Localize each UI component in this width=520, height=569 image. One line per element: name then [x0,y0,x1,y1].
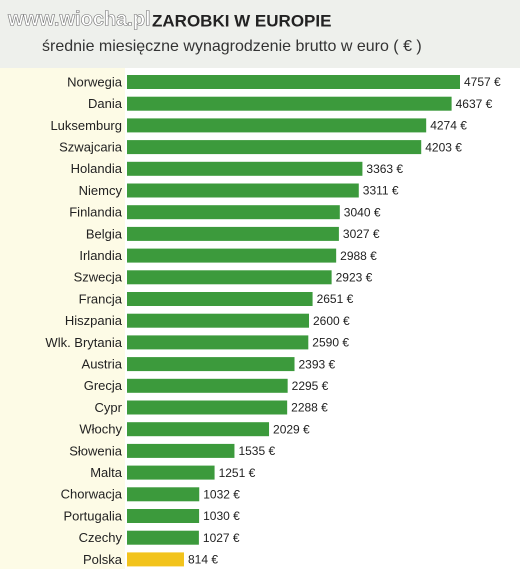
category-label: Słowenia [69,443,123,458]
value-label: 3027 € [343,227,380,241]
category-label: Belgia [86,226,123,241]
category-label: Niemcy [79,183,123,198]
category-label: Szwecja [74,270,123,285]
value-label: 1027 € [203,531,240,545]
bar [127,509,200,523]
value-label: 3311 € [363,184,399,198]
bar [127,96,452,111]
category-label: Cypr [95,400,123,415]
category-label: Polska [83,552,123,567]
category-label: Francja [79,291,123,306]
bar [127,400,288,415]
value-label: 4274 € [430,119,467,133]
watermark: www.wiocha.pl [7,8,151,30]
value-label: 2029 € [273,422,310,436]
category-label: Finlandia [69,205,123,220]
category-label: Dania [88,96,123,111]
category-label: Włochy [79,422,122,437]
bar [127,530,199,545]
bar [127,140,422,155]
header-background [0,0,520,68]
bar [127,378,288,393]
value-label: 1251 € [219,466,256,480]
value-label: 2295 € [292,379,329,393]
bar [127,183,359,198]
category-label: Holandia [71,161,123,176]
category-label: Austria [82,357,123,372]
value-label: 1030 € [203,509,240,523]
label-column [0,68,125,569]
bar [127,487,200,502]
value-label: 3040 € [344,205,381,219]
bar [127,335,309,350]
chart-title: ZAROBKI W EUROPIE [152,11,331,30]
category-label: Portugalia [63,508,122,523]
bar [127,313,310,328]
bar [127,422,270,437]
bar [127,292,313,306]
bar [127,443,235,458]
value-label: 4203 € [425,140,462,154]
category-label: Malta [90,465,123,480]
bar [127,161,363,176]
bar [127,270,332,285]
category-label: Grecja [84,378,123,393]
bar [127,226,339,241]
value-label: 1032 € [203,487,240,501]
value-label: 814 € [188,553,218,567]
bar [127,248,337,263]
value-label: 2393 € [299,357,336,371]
value-label: 2651 € [317,292,354,306]
value-label: 2288 € [291,401,328,415]
value-label: 2600 € [313,314,350,328]
value-label: 2590 € [312,336,349,350]
value-label: 2923 € [336,270,373,284]
category-label: Norwegia [67,74,123,89]
bar [127,205,340,220]
bar [127,357,295,372]
category-label: Czechy [79,530,123,545]
bar [127,465,215,480]
bar [127,118,427,133]
bar [127,552,184,567]
value-label: 4757 € [464,75,501,89]
chart-subtitle: średnie miesięczne wynagrodzenie brutto … [42,38,422,55]
value-label: 4637 € [456,97,493,111]
value-label: 1535 € [238,444,275,458]
bar [127,75,460,89]
value-label: 3363 € [366,162,403,176]
category-label: Szwajcaria [59,140,123,155]
category-label: Irlandia [79,248,122,263]
category-label: Luksemburg [50,118,122,133]
category-label: Hiszpania [65,313,123,328]
category-label: Chorwacja [61,487,123,502]
category-label: Wlk. Brytania [45,335,122,350]
value-label: 2988 € [340,249,377,263]
